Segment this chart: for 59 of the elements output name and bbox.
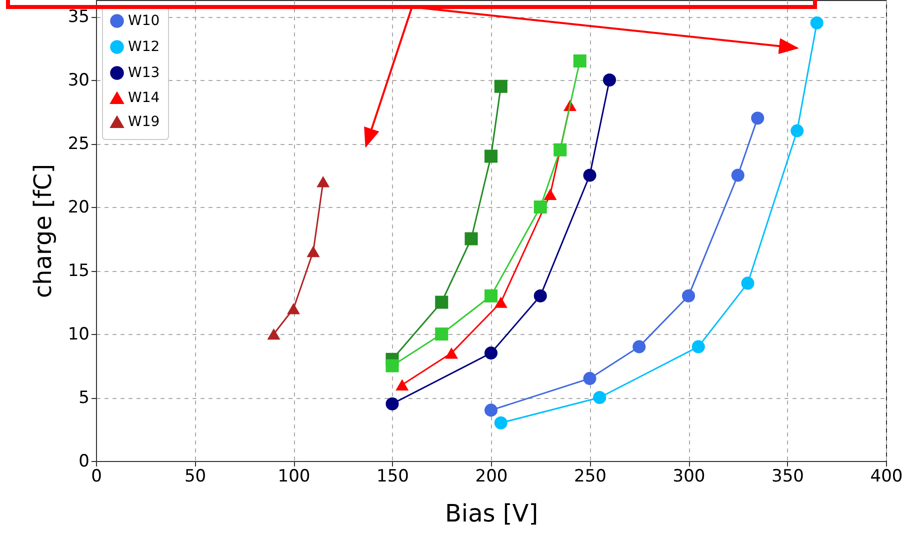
- x-tick-label: 350: [772, 466, 804, 486]
- point: [583, 168, 596, 182]
- y-tick-label: 0: [78, 452, 90, 472]
- point: [593, 390, 606, 404]
- y-tick-label: 20: [68, 198, 90, 218]
- y-axis-title: charge [fC]: [28, 164, 57, 298]
- point: [444, 347, 458, 359]
- point: [396, 379, 409, 390]
- x-tick-label: 50: [184, 466, 206, 486]
- legend-label: W12: [128, 39, 160, 55]
- point: [602, 74, 616, 87]
- point: [632, 340, 646, 354]
- x-axis-title: Bias [V]: [444, 500, 538, 528]
- point: [534, 200, 547, 214]
- legend-label: W19: [128, 114, 160, 130]
- point: [494, 80, 508, 93]
- x-tick-label: 400: [870, 466, 903, 486]
- y-tick-label: 5: [78, 388, 90, 408]
- point: [682, 289, 696, 302]
- x-tick-label: 200: [475, 466, 508, 486]
- point: [484, 346, 498, 360]
- point: [386, 397, 399, 410]
- legend-label: W13: [128, 65, 160, 81]
- point: [494, 296, 508, 308]
- point: [810, 16, 824, 30]
- point: [751, 112, 764, 125]
- point: [267, 328, 280, 340]
- point: [554, 143, 567, 156]
- y-tick-label: 25: [68, 134, 90, 154]
- point: [731, 168, 744, 182]
- point: [316, 176, 330, 188]
- point: [464, 232, 478, 246]
- point: [573, 54, 586, 68]
- x-tick-label: 300: [672, 466, 706, 486]
- legend-label: W10: [128, 13, 160, 29]
- point: [494, 416, 508, 430]
- point: [386, 359, 399, 372]
- x-tick-label: 0: [91, 466, 102, 486]
- point: [484, 150, 498, 163]
- x-tick-label: 150: [376, 466, 409, 486]
- point: [306, 246, 320, 258]
- y-tick-label: 35: [68, 7, 90, 28]
- point: [435, 296, 448, 309]
- point: [435, 327, 448, 341]
- y-tick-label: 15: [68, 261, 90, 282]
- point: [286, 302, 300, 314]
- x-tick-label: 100: [278, 466, 310, 486]
- point: [544, 188, 557, 200]
- y-tick-label: 30: [68, 70, 90, 91]
- point: [484, 289, 498, 302]
- x-tick-label: 250: [574, 466, 606, 486]
- y-tick-label: 10: [68, 324, 90, 345]
- point: [692, 340, 705, 354]
- point: [790, 124, 804, 138]
- legend-label: W14: [128, 90, 160, 106]
- point: [741, 276, 754, 290]
- point: [534, 289, 547, 302]
- point: [484, 404, 498, 417]
- point: [583, 372, 596, 385]
